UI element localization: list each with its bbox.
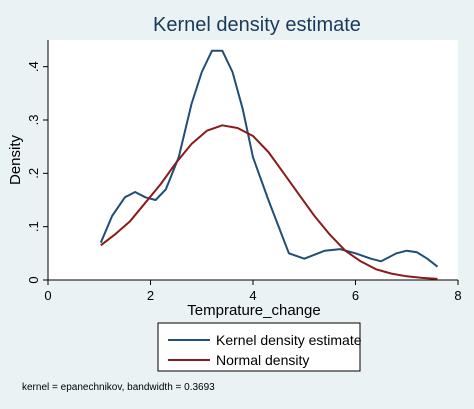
y-tick-label: .2 <box>26 168 41 179</box>
x-tick-label: 6 <box>352 288 359 303</box>
x-tick-label: 0 <box>44 288 51 303</box>
x-tick-label: 2 <box>147 288 154 303</box>
legend-label-kde: Kernel density estimate <box>216 332 362 348</box>
y-axis-ticks: 0 .1 .2 .3 .4 <box>26 61 48 284</box>
x-axis-ticks: 0 2 4 6 8 <box>44 280 462 303</box>
y-tick-label: .4 <box>26 61 41 72</box>
legend-box <box>157 322 361 372</box>
legend-label-normal: Normal density <box>216 352 309 368</box>
normal-density-line <box>100 124 438 280</box>
x-tick-label: 4 <box>249 288 256 303</box>
y-axis-title: Density <box>7 134 24 185</box>
y-tick-label: 0 <box>26 276 41 283</box>
series-layer <box>99 49 439 280</box>
y-tick-label: .1 <box>26 221 41 232</box>
chart-title: Kernel density estimate <box>153 14 361 36</box>
chart-note: kernel = epanechnikov, bandwidth = 0.369… <box>22 382 215 393</box>
x-axis-title: Temprature_change <box>187 302 320 319</box>
y-tick-label: .3 <box>26 115 41 126</box>
x-tick-label: 8 <box>454 288 461 303</box>
